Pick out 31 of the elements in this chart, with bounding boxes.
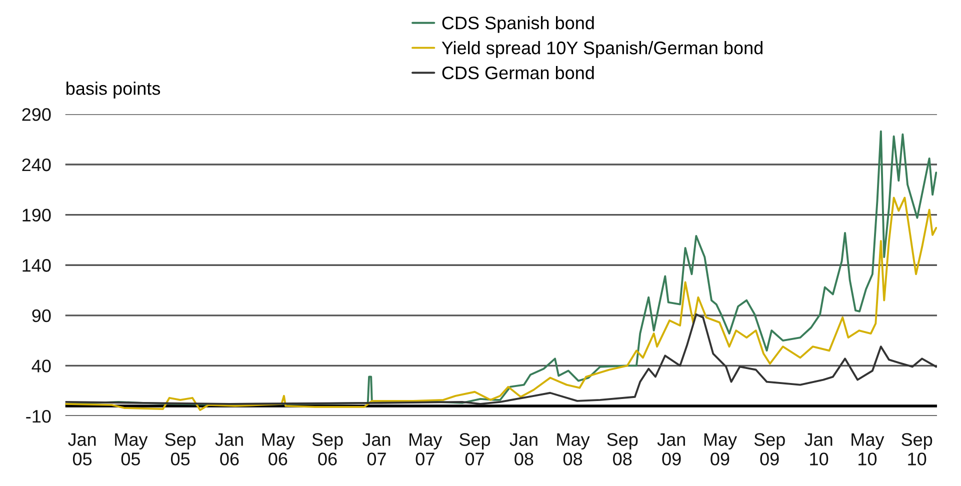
x-tick-label: May 10 bbox=[852, 433, 884, 466]
x-tick-label: Jan 10 bbox=[804, 433, 832, 466]
legend-label: Yield spread 10Y Spanish/German bond bbox=[442, 41, 762, 58]
x-tick-label: May 05 bbox=[115, 433, 148, 466]
y-axis-title: basis points bbox=[66, 82, 160, 98]
x-tick-label: May 07 bbox=[410, 433, 442, 466]
x-tick-label: Sep 10 bbox=[902, 433, 932, 466]
x-tick-label: Jan 09 bbox=[657, 433, 685, 466]
y-tick-label: -10 bbox=[26, 410, 51, 423]
legend-label: CDS Spanish bond bbox=[442, 16, 594, 33]
x-tick-label: Jan 05 bbox=[68, 433, 96, 466]
x-tick-label: Sep 05 bbox=[165, 433, 196, 466]
y-tick-label: 240 bbox=[22, 158, 51, 172]
y-tick-label: 190 bbox=[22, 208, 51, 222]
x-tick-label: Jan 08 bbox=[510, 433, 538, 466]
x-tick-label: Jan 07 bbox=[362, 433, 390, 466]
y-tick-label: 40 bbox=[32, 360, 51, 372]
y-tick-label: 90 bbox=[32, 309, 51, 322]
x-tick-label: Sep 06 bbox=[312, 433, 343, 466]
x-tick-label: May 08 bbox=[557, 433, 590, 466]
x-tick-label: May 06 bbox=[262, 433, 295, 466]
line-series bbox=[65, 313, 937, 405]
legend-label: CDS German bond bbox=[442, 66, 594, 80]
x-tick-label: Sep 08 bbox=[607, 433, 638, 466]
x-tick-label: Sep 07 bbox=[460, 433, 490, 466]
y-tick-label: 290 bbox=[22, 108, 51, 121]
x-tick-label: Sep 09 bbox=[754, 433, 785, 466]
x-tick-label: Jan 06 bbox=[215, 433, 243, 466]
y-tick-label: 140 bbox=[22, 259, 51, 272]
x-tick-label: May 09 bbox=[704, 433, 737, 466]
line-series bbox=[65, 196, 937, 411]
